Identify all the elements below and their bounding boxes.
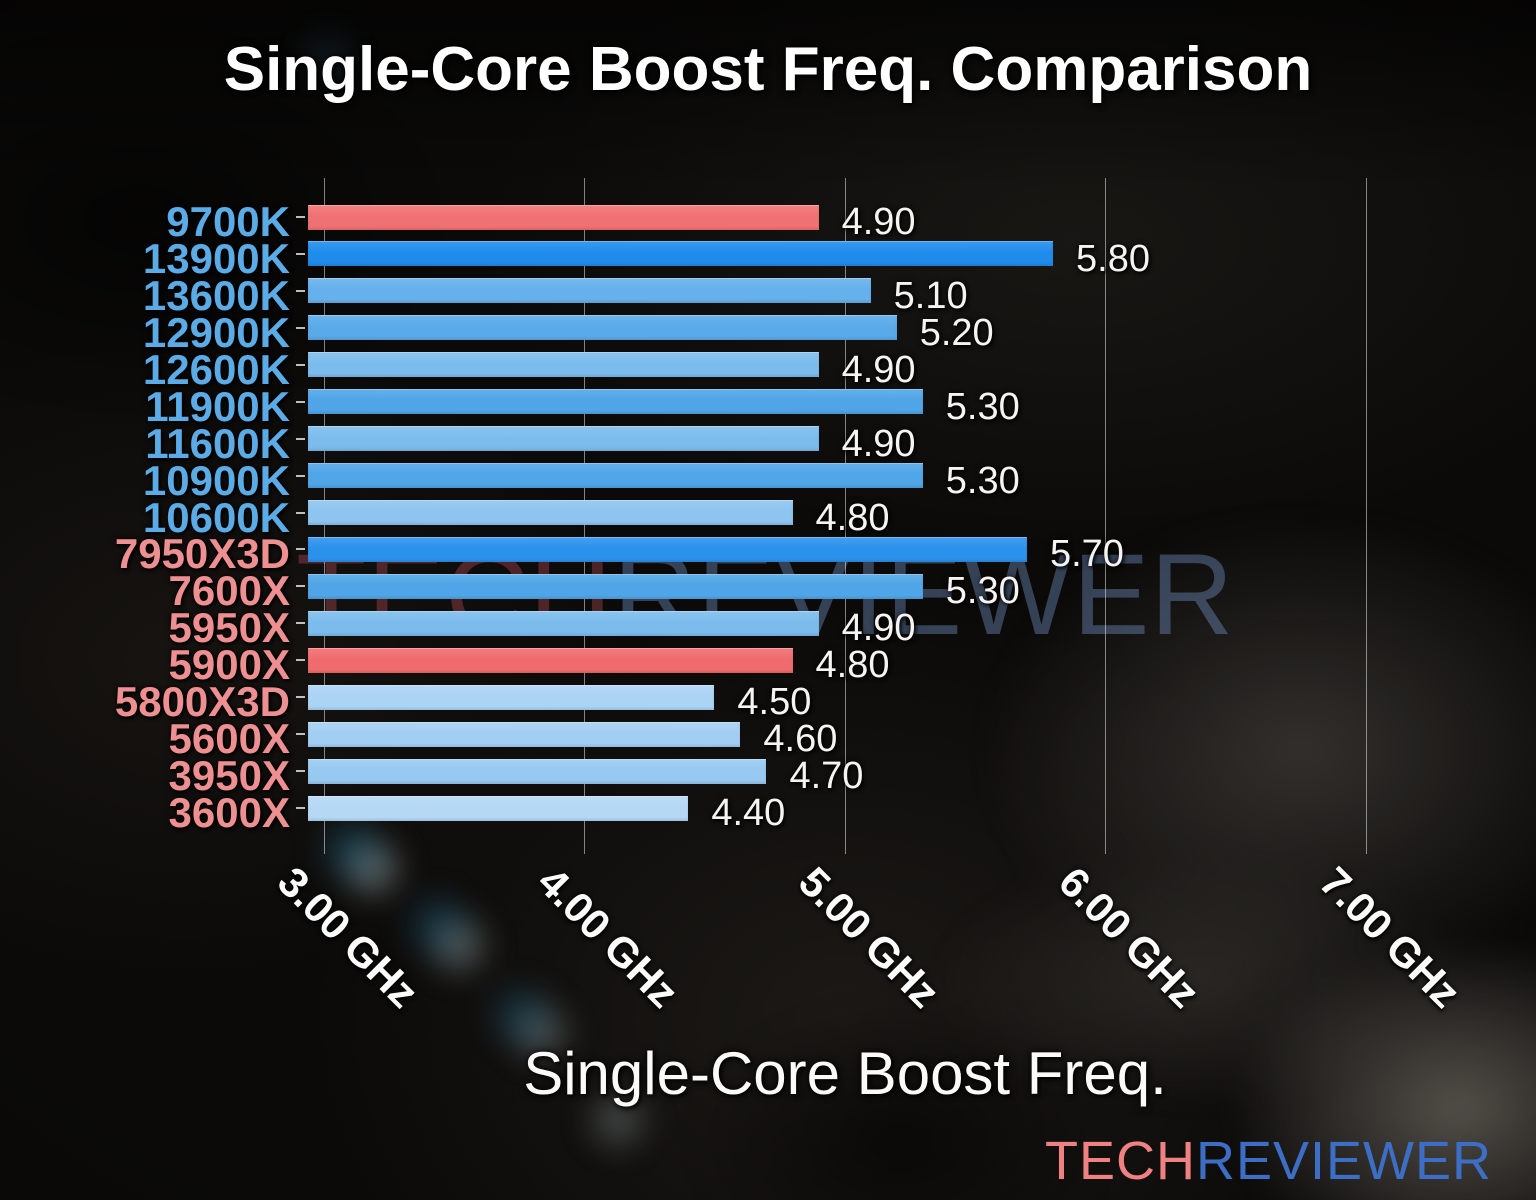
bar-5900x bbox=[308, 647, 793, 673]
bar-value-label: 4.70 bbox=[789, 755, 864, 798]
x-tick-label: 6.00 GHz bbox=[1050, 857, 1209, 1017]
y-axis-tick bbox=[296, 585, 305, 588]
y-axis-tick bbox=[296, 511, 305, 514]
bar-value-label: 4.90 bbox=[841, 607, 916, 650]
y-tick-label-11900k: 11900K bbox=[145, 382, 290, 430]
bar-9700k bbox=[308, 204, 819, 230]
bar-12900k bbox=[308, 315, 897, 341]
bar-value-label: 4.60 bbox=[763, 718, 838, 761]
bar-value-label: 5.30 bbox=[945, 459, 1020, 502]
y-tick-label-5900x: 5900X bbox=[168, 641, 290, 689]
bar-value-label: 5.80 bbox=[1076, 237, 1150, 280]
y-tick-label-13900k: 13900K bbox=[142, 234, 290, 282]
bar-value-label: 4.50 bbox=[737, 681, 812, 724]
y-tick-label-5950x: 5950X bbox=[168, 604, 290, 652]
bar-11900k bbox=[308, 389, 923, 415]
gridline bbox=[844, 178, 846, 854]
y-axis-tick bbox=[296, 548, 305, 551]
page-title: Single-Core Boost Freq. Comparison bbox=[223, 35, 1313, 104]
y-tick-label-7950x3d: 7950X3D bbox=[114, 530, 290, 578]
gridline bbox=[1365, 178, 1367, 854]
y-tick-label-10900k: 10900K bbox=[142, 456, 290, 504]
y-axis-tick bbox=[296, 326, 305, 329]
x-tick-label: 5.00 GHz bbox=[789, 857, 949, 1017]
bar-11600k bbox=[308, 426, 819, 452]
bar-3600x bbox=[308, 795, 689, 821]
y-axis-tick bbox=[296, 400, 305, 403]
bar-13600k bbox=[308, 278, 871, 304]
bar-value-label: 4.90 bbox=[841, 422, 916, 465]
bar-7600x bbox=[308, 573, 923, 599]
bar-5800x3d bbox=[308, 684, 715, 710]
y-tick-label-12900k: 12900K bbox=[142, 308, 290, 356]
y-tick-label-5800x3d: 5800X3D bbox=[114, 678, 290, 726]
bar-5950x bbox=[308, 610, 819, 636]
x-tick-label: 3.00 GHz bbox=[268, 857, 428, 1017]
bar-value-label: 4.90 bbox=[841, 348, 916, 391]
y-tick-label-13600k: 13600K bbox=[142, 271, 290, 319]
bar-3950x bbox=[308, 758, 767, 784]
logo-tech: TECH bbox=[1044, 1131, 1196, 1191]
bar-10600k bbox=[308, 500, 793, 526]
y-tick-label-3600x: 3600X bbox=[168, 789, 290, 837]
y-axis-tick bbox=[296, 622, 305, 625]
bar-10900k bbox=[308, 463, 923, 489]
bar-value-label: 5.20 bbox=[919, 311, 994, 354]
logo-reviewer: REVIEWER bbox=[1195, 1131, 1492, 1191]
y-axis-tick bbox=[296, 696, 305, 699]
bar-value-label: 4.90 bbox=[841, 201, 916, 243]
bar-value-label: 5.30 bbox=[945, 570, 1020, 613]
x-axis-title: Single-Core Boost Freq. bbox=[523, 1040, 1167, 1107]
gridline bbox=[1105, 178, 1107, 854]
bar-7950x3d bbox=[308, 536, 1027, 562]
bar-value-label: 5.70 bbox=[1049, 533, 1124, 576]
y-axis-tick bbox=[296, 216, 305, 218]
y-axis-tick bbox=[296, 289, 305, 292]
bar-value-label: 5.30 bbox=[945, 385, 1020, 428]
y-tick-label-11600k: 11600K bbox=[145, 419, 290, 467]
y-tick-label-10600k: 10600K bbox=[142, 493, 290, 541]
y-axis-tick bbox=[296, 252, 305, 255]
y-axis-tick bbox=[296, 474, 305, 477]
y-tick-label-9700k: 9700K bbox=[166, 198, 290, 245]
y-axis-tick bbox=[296, 659, 305, 662]
y-axis-tick bbox=[296, 363, 305, 366]
y-tick-label-3950x: 3950X bbox=[168, 752, 290, 800]
bar-5600x bbox=[308, 721, 741, 747]
bar-value-label: 4.80 bbox=[815, 644, 890, 687]
y-tick-label-5600x: 5600X bbox=[168, 715, 290, 763]
bar-12600k bbox=[308, 352, 819, 378]
y-tick-label-7600x: 7600X bbox=[168, 567, 290, 615]
bar-value-label: 4.80 bbox=[815, 496, 890, 539]
y-axis-tick bbox=[296, 437, 305, 440]
techreviewer-logo: TECHREVIEWER bbox=[1045, 1134, 1492, 1188]
bar-13900k bbox=[308, 241, 1054, 267]
y-tick-label-12600k: 12600K bbox=[142, 345, 290, 393]
x-tick-label: 7.00 GHz bbox=[1310, 857, 1470, 1017]
bar-value-label: 5.10 bbox=[893, 274, 968, 317]
y-axis-tick bbox=[296, 770, 305, 773]
y-axis-tick bbox=[296, 807, 305, 810]
y-axis-tick bbox=[296, 733, 305, 736]
x-tick-label: 4.00 GHz bbox=[529, 857, 688, 1017]
bar-value-label: 4.40 bbox=[711, 792, 786, 835]
